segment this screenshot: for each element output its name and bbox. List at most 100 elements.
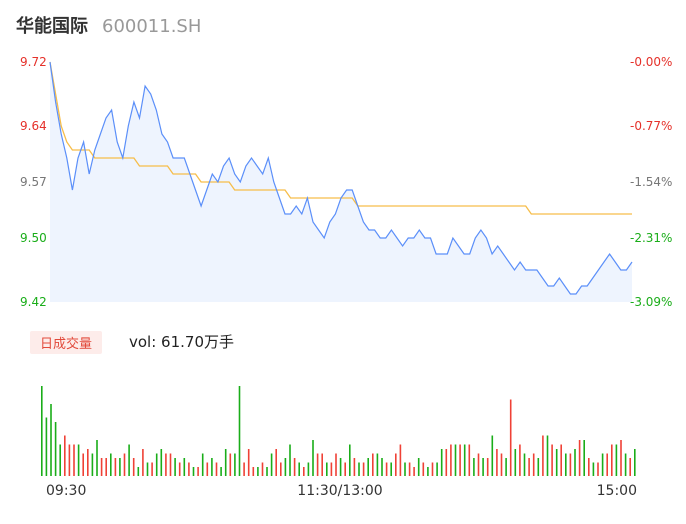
price-tick-label: 9.64: [20, 119, 47, 133]
price-area-group: [50, 62, 632, 302]
percent-tick-label: -2.31%: [630, 231, 672, 245]
volume-bar: [551, 444, 553, 476]
volume-bar: [390, 462, 392, 476]
volume-bar: [266, 467, 268, 476]
volume-bar: [468, 444, 471, 476]
time-tick-label: 09:30: [46, 483, 86, 499]
volume-bar: [280, 462, 282, 476]
volume-bar: [128, 444, 130, 476]
volume-bar: [247, 449, 250, 476]
volume-bar: [206, 462, 209, 476]
volume-bar: [505, 458, 507, 476]
volume-bar: [123, 453, 126, 476]
percent-axis-labels: -0.00% -0.77% -1.54% -2.31% -3.09%: [630, 55, 672, 309]
volume-bar: [565, 453, 567, 476]
volume-bar: [491, 435, 494, 476]
volume-bar: [224, 449, 227, 476]
volume-bar: [261, 462, 264, 476]
volume-bar: [119, 458, 121, 476]
volume-bar: [463, 444, 466, 476]
volume-bar: [431, 462, 434, 476]
volume-bar: [611, 444, 613, 476]
volume-bar: [146, 462, 149, 476]
percent-tick-label: -0.00%: [630, 55, 672, 69]
volume-bar: [583, 440, 585, 476]
volume-bar: [339, 458, 342, 476]
volume-bar: [252, 467, 255, 476]
volume-bar: [142, 449, 144, 476]
volume-bar: [519, 444, 521, 476]
volume-bar: [450, 444, 452, 476]
volume-bar: [312, 440, 314, 476]
volume-bar: [417, 458, 420, 476]
volume-bar: [486, 458, 489, 476]
volume-bar: [73, 444, 75, 476]
price-line: [49, 61, 633, 295]
price-axis-labels: 9.72 9.64 9.57 9.50 9.42: [20, 55, 47, 309]
volume-bar: [59, 444, 61, 476]
volume-bar: [238, 386, 241, 476]
volume-bar: [546, 435, 549, 476]
volume-bar: [436, 462, 438, 476]
price-lines-group: [49, 61, 633, 295]
volume-bar: [445, 449, 448, 476]
volume-bar: [105, 458, 107, 476]
volume-bar: [624, 453, 627, 476]
stock-header: 华能国际 600011.SH: [16, 12, 201, 40]
volume-bar: [349, 444, 351, 476]
volume-bar: [532, 453, 535, 476]
volume-bar: [523, 453, 526, 476]
volume-bar: [395, 453, 397, 476]
volume-bar: [201, 453, 204, 476]
volume-bar: [68, 444, 71, 476]
volume-bar: [514, 449, 517, 476]
volume-bar: [91, 453, 94, 476]
volume-bar: [335, 453, 337, 476]
volume-bar: [114, 458, 117, 476]
volume-bar: [381, 458, 383, 476]
volume-bar: [473, 458, 475, 476]
volume-bar: [270, 453, 273, 476]
volume-bar: [54, 422, 57, 476]
volume-bar: [560, 444, 562, 476]
volume-bar: [303, 467, 305, 476]
price-tick-label: 9.72: [20, 55, 47, 69]
volume-bar: [41, 386, 43, 476]
volume-bar: [509, 399, 512, 476]
percent-tick-label: -0.77%: [630, 119, 672, 133]
volume-bar: [257, 467, 259, 476]
volume-bar: [110, 453, 112, 476]
volume-bar: [289, 444, 291, 476]
volume-bar: [427, 467, 429, 476]
volume-bar: [169, 453, 172, 476]
price-area: [50, 62, 632, 302]
volume-bar: [183, 458, 186, 476]
stock-name: 华能国际: [16, 16, 88, 37]
volume-bar: [160, 449, 163, 476]
volume-bar: [422, 462, 425, 476]
percent-tick-label: -1.54%: [630, 175, 672, 189]
volume-bar: [588, 458, 590, 476]
volume-bar: [440, 449, 443, 476]
volume-bar: [372, 453, 374, 476]
price-tick-label: 9.42: [20, 295, 47, 309]
volume-bar: [45, 417, 48, 476]
volume-bar: [284, 458, 287, 476]
volume-bar: [482, 458, 484, 476]
volume-bar: [137, 467, 140, 476]
volume-bar: [496, 449, 498, 476]
volume-bar: [408, 462, 411, 476]
volume-bar: [77, 444, 80, 476]
time-tick-label: 15:00: [597, 483, 637, 499]
volume-bar: [192, 467, 195, 476]
volume-bar: [358, 462, 360, 476]
volume-bar: [275, 449, 277, 476]
volume-bar: [100, 458, 103, 476]
percent-tick-label: -3.09%: [630, 295, 672, 309]
volume-bar: [385, 462, 388, 476]
volume-bar: [578, 440, 581, 476]
volume-bar: [367, 458, 369, 476]
volume-bar: [404, 462, 406, 476]
volume-bar: [220, 467, 222, 476]
